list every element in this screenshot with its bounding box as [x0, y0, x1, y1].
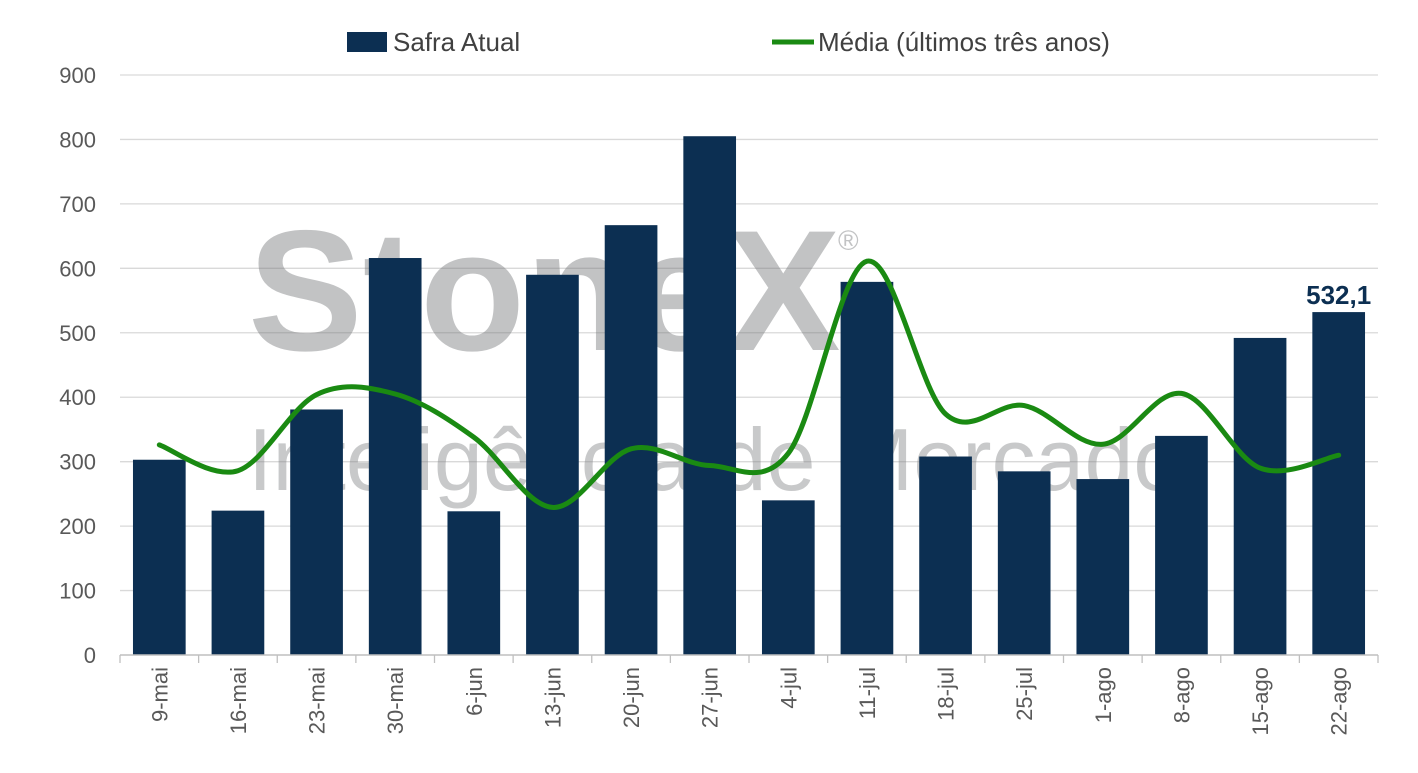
x-tick-label: 9-mai: [147, 667, 172, 722]
bar-1-ago: [1076, 479, 1130, 655]
bar-13-jun: [526, 274, 579, 655]
bar-23-mai: [290, 409, 343, 655]
x-tick-label: 8-ago: [1169, 667, 1194, 723]
y-tick-label: 700: [59, 192, 96, 217]
y-tick-label: 500: [59, 321, 96, 346]
bar-27-jun: [683, 136, 737, 655]
legend: Safra Atual Média (últimos três anos): [347, 27, 1110, 57]
x-tick-label: 27-jun: [698, 667, 723, 728]
legend-label-bar: Safra Atual: [393, 27, 520, 57]
bar-6-jun: [447, 511, 501, 655]
watermark-registered-mark: ®: [838, 225, 859, 256]
x-tick-label: 25-jul: [1012, 667, 1037, 721]
bar-25-jul: [997, 471, 1051, 655]
data-labels: 532,1: [1306, 280, 1371, 310]
x-tick-label: 22-ago: [1327, 667, 1352, 736]
y-tick-label: 400: [59, 385, 96, 410]
legend-label-line: Média (últimos três anos): [818, 27, 1110, 57]
y-tick-label: 200: [59, 514, 96, 539]
x-tick-label: 4-jul: [776, 667, 801, 709]
bar-30-mai: [368, 258, 422, 655]
data-label: 532,1: [1306, 280, 1371, 310]
x-tick-label: 16-mai: [226, 667, 251, 734]
x-tick-label: 13-jun: [540, 667, 565, 728]
y-tick-label: 800: [59, 127, 96, 152]
axes: 0 100 200 300 400 500 600 700 800 900 9-mai 16-mai 2…: [59, 63, 1379, 736]
bar-16-mai: [211, 510, 265, 655]
bar-11-jul: [840, 281, 894, 655]
x-tick-label: 15-ago: [1248, 667, 1273, 736]
y-tick-label: 300: [59, 450, 96, 475]
bar-8-ago: [1155, 435, 1208, 655]
average-line: [156, 258, 1342, 510]
y-tick-label: 900: [59, 63, 96, 88]
bar-series: [132, 136, 1366, 655]
bar-15-ago: [1233, 337, 1287, 655]
x-tick-label: 1-ago: [1091, 667, 1116, 723]
x-tick-label: 30-mai: [383, 667, 408, 734]
x-tick-label: 23-mai: [305, 667, 330, 734]
bar-20-jun: [604, 225, 658, 655]
y-tick-label: 600: [59, 256, 96, 281]
x-tick-label: 18-jul: [934, 667, 959, 721]
bar-22-ago: [1312, 312, 1366, 655]
bar-9-mai: [132, 459, 186, 655]
x-tick-label: 11-jul: [855, 667, 880, 719]
x-tick-label: 20-jun: [619, 667, 644, 728]
legend-swatch-bar: [347, 32, 387, 52]
y-tick-label: 100: [59, 579, 96, 604]
x-tick-label: 6-jun: [462, 667, 487, 716]
bar-18-jul: [919, 456, 972, 655]
bar-4-jul: [761, 500, 815, 655]
y-tick-label: 0: [84, 643, 96, 668]
